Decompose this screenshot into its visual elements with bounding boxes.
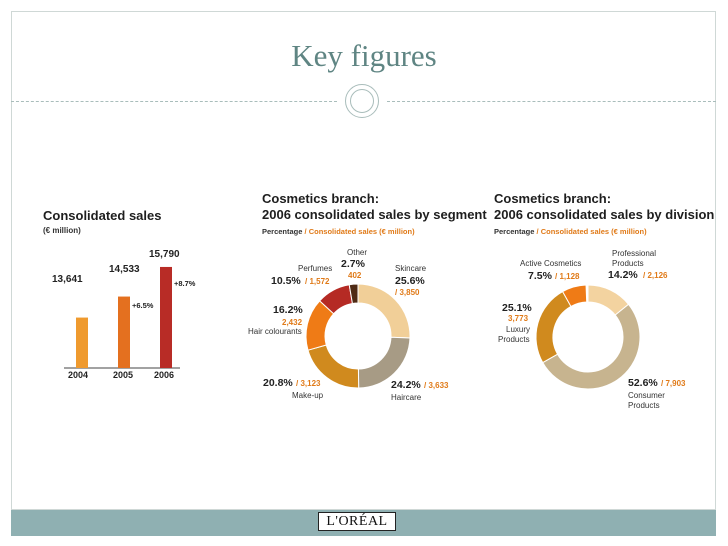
bar-value-label: 14,533 [109,264,140,275]
division-chart-title-line1: Cosmetics branch: [494,191,612,206]
growth-label: +6.5% [132,301,154,310]
donut-slice [561,284,588,308]
slice-percent: 25.6% [395,275,425,287]
slice-value: / 1,128 [555,272,580,281]
slice-percent: 14.2% [608,269,638,281]
slice-name: Hair colourants [248,327,302,336]
segment-chart-subtitle: Percentage / Consolidated sales (€ milli… [262,227,415,236]
slice-value: / 1,572 [305,277,330,286]
bar-value-label: 15,790 [149,249,180,260]
slice-value: / 2,126 [643,271,668,280]
donut-slice [535,290,572,364]
slice-percent: 10.5% [271,275,301,287]
slice-percent: 2.7% [341,258,365,270]
slice-name: Other [347,248,368,257]
slice-value: 2,432 [282,318,303,327]
donut-slice [348,283,359,305]
slice-name: Active Cosmetics [520,259,582,268]
slice-value: 402 [348,271,362,280]
slice-name: Make-up [292,391,324,400]
slice-name: Products [498,335,530,344]
bar [160,266,172,368]
bar [118,296,130,368]
slice-value: / 7,903 [661,379,686,388]
growth-label: +8.7% [174,279,196,288]
slice-percent: 52.6% [628,377,658,389]
bar-chart-title: Consolidated sales [43,208,162,223]
slide-title: Key figures [291,38,437,73]
division-chart-subtitle: Percentage / Consolidated sales (€ milli… [494,227,647,236]
slice-name: Luxury [506,325,531,334]
slice-value: / 3,123 [296,379,321,388]
loreal-logo: L'ORÉAL [318,512,396,531]
title-divider-left [11,101,337,102]
slice-name: Professional [612,249,657,258]
slice-value: / 3,633 [424,381,449,390]
slice-name: Skincare [395,264,427,273]
slice-name: Products [628,401,660,410]
slice-value: / 3,850 [395,288,420,297]
division-chart-title-line2: 2006 consolidated sales by division [494,207,715,222]
divider-ornament-icon [345,84,379,118]
year-tick-label: 2006 [154,370,175,380]
segment-chart-title-line1: Cosmetics branch: [262,191,380,206]
slice-percent: 7.5% [528,270,552,282]
slice-percent: 24.2% [391,379,421,391]
title-divider-right [387,101,716,102]
bar-chart-subtitle: (€ million) [43,226,81,235]
slice-name: Consumer [628,391,665,400]
slice-value: 3,773 [508,314,529,323]
slice-percent: 16.2% [273,304,303,316]
slice-percent: 20.8% [263,377,293,389]
slice-name: Products [612,259,644,268]
bar [76,317,88,368]
slide-frame [11,11,716,510]
year-tick-label: 2004 [68,370,89,380]
year-tick-label: 2005 [113,370,134,380]
bar-value-label: 13,641 [52,274,83,285]
slice-percent: 25.1% [502,302,532,314]
slice-name: Perfumes [298,264,333,273]
slice-name: Haircare [391,393,422,402]
donut-slice [542,303,641,390]
segment-chart-title-line2: 2006 consolidated sales by segment [262,207,487,222]
